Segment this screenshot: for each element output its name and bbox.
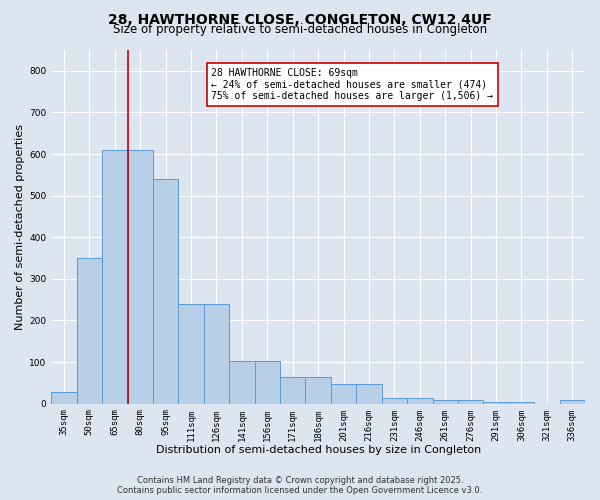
Bar	[458, 400, 484, 404]
Text: 28, HAWTHORNE CLOSE, CONGLETON, CW12 4UF: 28, HAWTHORNE CLOSE, CONGLETON, CW12 4UF	[108, 12, 492, 26]
Bar	[305, 376, 331, 404]
Bar	[280, 376, 305, 404]
Text: 28 HAWTHORNE CLOSE: 69sqm
← 24% of semi-detached houses are smaller (474)
75% of: 28 HAWTHORNE CLOSE: 69sqm ← 24% of semi-…	[211, 68, 493, 101]
Bar	[51, 392, 77, 404]
X-axis label: Distribution of semi-detached houses by size in Congleton: Distribution of semi-detached houses by …	[155, 445, 481, 455]
Bar	[382, 398, 407, 404]
Text: Contains HM Land Registry data © Crown copyright and database right 2025.
Contai: Contains HM Land Registry data © Crown c…	[118, 476, 482, 495]
Bar	[77, 258, 102, 404]
Bar	[509, 402, 534, 404]
Bar	[484, 402, 509, 404]
Bar	[178, 304, 204, 404]
Y-axis label: Number of semi-detached properties: Number of semi-detached properties	[15, 124, 25, 330]
Bar	[356, 384, 382, 404]
Bar	[560, 400, 585, 404]
Bar	[153, 179, 178, 404]
Bar	[407, 398, 433, 404]
Bar	[331, 384, 356, 404]
Bar	[433, 400, 458, 404]
Bar	[102, 150, 128, 404]
Text: Size of property relative to semi-detached houses in Congleton: Size of property relative to semi-detach…	[113, 22, 487, 36]
Bar	[229, 361, 254, 404]
Bar	[128, 150, 153, 404]
Bar	[204, 304, 229, 404]
Bar	[254, 361, 280, 404]
